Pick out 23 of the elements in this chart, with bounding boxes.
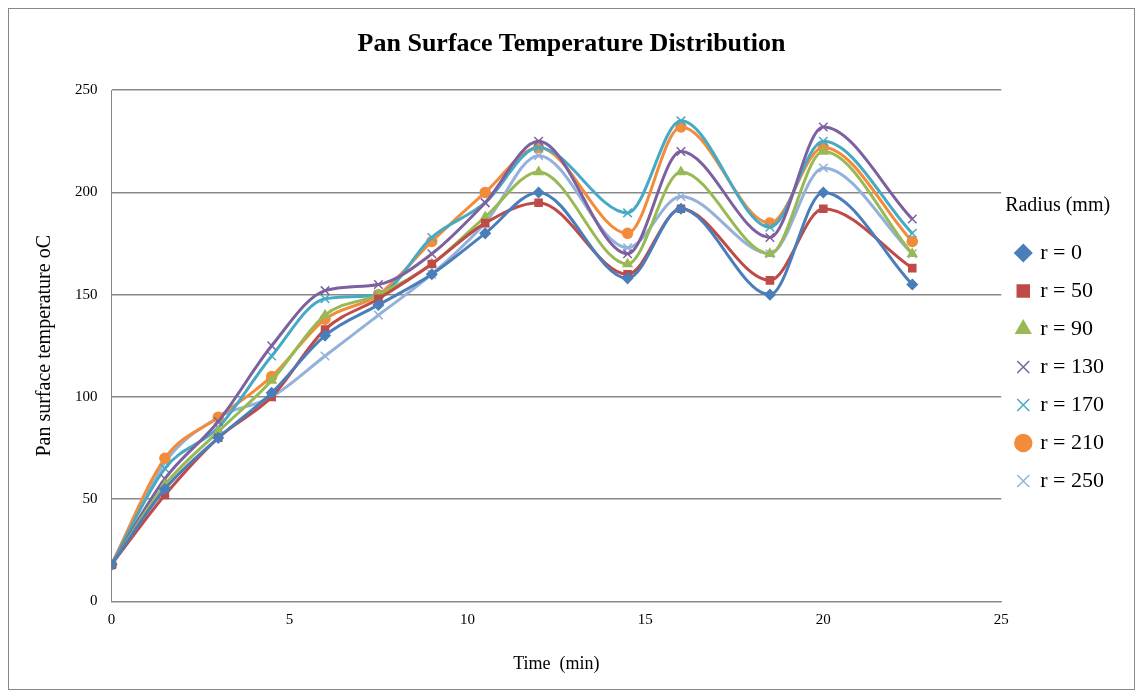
y-axis-title: Pan surface temperature oC [32, 235, 56, 457]
legend-label: r = 0 [1040, 238, 1082, 264]
x-tick-label: 5 [285, 611, 294, 628]
x-tick-label: 10 [459, 611, 475, 628]
y-tick-label: 200 [75, 183, 98, 200]
legend-label: r = 250 [1040, 466, 1104, 492]
y-tick-label: 50 [82, 490, 98, 507]
legend-label: r = 130 [1040, 352, 1104, 378]
legend-label: r = 90 [1040, 314, 1093, 340]
x-tick-label: 25 [993, 611, 1009, 628]
y-tick-label: 250 [75, 81, 98, 98]
x-tick-label: 20 [815, 611, 831, 628]
y-tick-label: 0 [90, 592, 98, 609]
legend-label: r = 210 [1040, 428, 1104, 454]
x-tick-label: 15 [637, 611, 653, 628]
chart-title: Pan Surface Temperature Distribution [357, 28, 786, 58]
legend-title: Radius (mm) [1005, 193, 1111, 217]
legend-label: r = 50 [1040, 276, 1093, 302]
legend-label: r = 170 [1040, 390, 1104, 416]
y-tick-label: 100 [75, 387, 98, 404]
y-tick-label: 150 [75, 285, 98, 302]
x-tick-label: 0 [107, 611, 116, 628]
x-axis-title: Time (min) [513, 652, 600, 674]
